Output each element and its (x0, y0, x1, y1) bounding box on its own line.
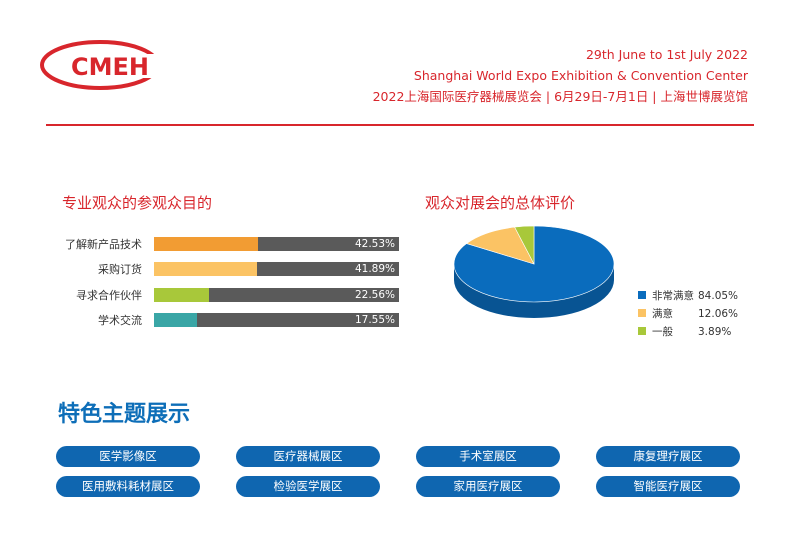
bar-value-label: 17.55% (354, 314, 395, 326)
feature-pill[interactable]: 智能医疗展区 (596, 476, 740, 497)
header-divider (46, 124, 754, 126)
feature-pill[interactable]: 检验医学展区 (236, 476, 380, 497)
bar-label: 学术交流 (98, 314, 142, 327)
feature-pill[interactable]: 手术室展区 (416, 446, 560, 467)
venue-cn: 2022上海国际医疗器械展览会 | 6月29日-7月1日 | 上海世博展览馆 (372, 89, 748, 104)
feature-pill[interactable]: 家用医疗展区 (416, 476, 560, 497)
date-line: 29th June to 1st July 2022 (585, 47, 748, 62)
bar-track: 22.56% (154, 288, 399, 302)
bar-label: 采购订货 (98, 263, 142, 276)
bar (154, 262, 257, 276)
legend-value: 3.89% (698, 326, 732, 338)
bar-value-label: 41.89% (354, 263, 395, 275)
bar-value-label: 22.56% (354, 289, 395, 301)
legend-item: 一般 3.89% (638, 323, 738, 341)
legend-swatch (638, 309, 646, 317)
feature-pill[interactable]: 康复理疗展区 (596, 446, 740, 467)
bar (154, 288, 210, 302)
legend-item: 非常满意 84.05% (638, 287, 738, 305)
pie-slice (465, 226, 535, 265)
pie-slice-side (454, 264, 614, 318)
legend-label: 非常满意 (652, 290, 694, 302)
bar-track: 42.53% (154, 237, 399, 251)
legend-swatch (638, 291, 646, 299)
bar (154, 237, 259, 251)
cmeh-logo: CMEH (40, 40, 162, 90)
bar-chart-title: 专业观众的参观众目的 (62, 194, 213, 212)
bar-track: 41.89% (154, 262, 399, 276)
feature-pill[interactable]: 医用敷料耗材展区 (56, 476, 200, 497)
legend-value: 84.05% (698, 290, 739, 302)
bar (154, 313, 197, 327)
bar-row: 了解新产品技术 42.53% (40, 237, 400, 251)
bar-track: 17.55% (154, 313, 399, 327)
legend-swatch (638, 327, 646, 335)
legend-item: 满意 12.06% (638, 305, 738, 323)
pie-chart (453, 225, 615, 318)
venue-en: Shanghai World Expo Exhibition & Convent… (413, 68, 748, 83)
feature-pill[interactable]: 医学影像区 (56, 446, 200, 467)
bar-value-label: 42.53% (354, 238, 395, 250)
logo-text: CMEH (71, 53, 149, 81)
feature-pill[interactable]: 医疗器械展区 (236, 446, 380, 467)
pie-slice (514, 225, 535, 265)
bar-row: 采购订货 41.89% (40, 262, 400, 276)
bar-row: 学术交流 17.55% (40, 313, 400, 327)
features-title: 特色主题展示 (58, 402, 191, 427)
legend-label: 一般 (652, 326, 673, 338)
header-info: 29th June to 1st July 2022 Shanghai Worl… (373, 44, 748, 107)
pie-chart-title: 观众对展会的总体评价 (425, 194, 576, 212)
bar-label: 寻求合作伙伴 (76, 289, 142, 302)
bar-row: 寻求合作伙伴 22.56% (40, 288, 400, 302)
legend-value: 12.06% (698, 308, 739, 320)
legend-label: 满意 (652, 308, 673, 320)
bar-label: 了解新产品技术 (65, 238, 142, 251)
pie-legend: 非常满意 84.05% 满意 12.06% 一般 3.89% (638, 287, 738, 341)
